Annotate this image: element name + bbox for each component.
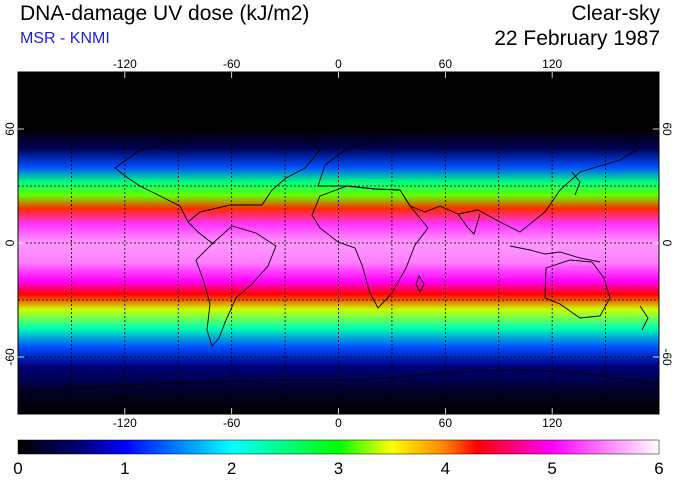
colorbar-label: 1	[120, 459, 129, 478]
sky-condition: Clear-sky	[571, 2, 660, 25]
map-title: DNA-damage UV dose (kJ/m2)	[20, 2, 310, 25]
colorbar-labels: 0 1 2 3 4 5 6	[13, 459, 663, 478]
axis-labels: -120 -120 -60 -60 0 0 60 60 120 120 60 60 0 0 -60 -60	[3, 57, 674, 430]
lon-label-bottom: -60	[223, 416, 241, 430]
colorbar-label: 5	[547, 459, 556, 478]
coastline-antarctica	[19, 369, 659, 393]
colorbar: 0 1 2 3 4 5 6	[13, 439, 664, 478]
graticule	[18, 72, 659, 414]
lon-label-bottom: 60	[439, 416, 453, 430]
colorbar-label: 4	[441, 459, 450, 478]
lon-label-top: 120	[542, 57, 562, 71]
coastline-new-zealand	[639, 305, 649, 331]
colorbar-label: 3	[334, 459, 343, 478]
lon-label-top: -120	[113, 57, 137, 71]
coastline-eurasia	[317, 117, 641, 233]
coastline-greenland	[284, 99, 341, 141]
coastline-central-america	[187, 221, 215, 245]
map-date: 22 February 1987	[494, 27, 660, 50]
colorbar-label: 2	[227, 459, 236, 478]
coastline-india	[457, 213, 481, 235]
colorbar-gradient	[17, 439, 660, 455]
lon-label-bottom: 120	[542, 416, 562, 430]
lon-label-top: -60	[223, 57, 241, 71]
lat-label-left: 60	[3, 122, 17, 136]
lat-label-right: -60	[660, 348, 674, 366]
lon-label-bottom: 0	[335, 416, 342, 430]
lon-label-top: 0	[335, 57, 342, 71]
coastline-madagascar	[415, 274, 425, 294]
coastline-north-america	[114, 124, 321, 223]
tick-marks	[18, 72, 659, 414]
coastline-japan	[571, 171, 581, 196]
lat-label-right: 0	[660, 240, 674, 247]
lat-label-left: 0	[3, 239, 17, 246]
lon-label-top: 60	[439, 57, 453, 71]
source-label: MSR - KNMI	[20, 30, 110, 47]
colorbar-label: 6	[654, 459, 663, 478]
colorbar-label: 0	[13, 459, 22, 478]
lat-label-left: -60	[3, 348, 17, 366]
lon-label-bottom: -120	[113, 416, 137, 430]
lat-label-right: 60	[660, 122, 674, 136]
coastline-south-america	[195, 225, 277, 347]
